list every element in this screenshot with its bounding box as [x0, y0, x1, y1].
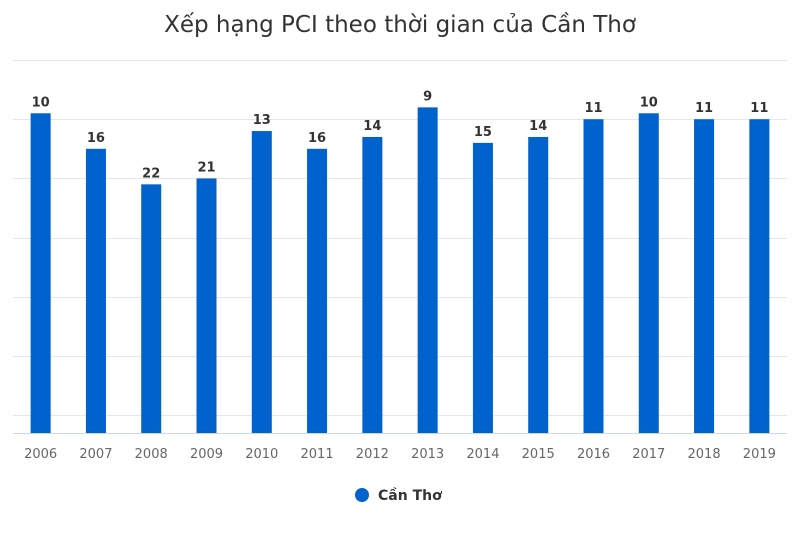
data-label-2009: 21 [197, 160, 215, 175]
x-tick-label-2007: 2007 [79, 447, 112, 462]
legend-label[interactable]: Cần Thơ [378, 487, 442, 504]
chart-title: Xếp hạng PCI theo thời gian của Cần Thơ [164, 12, 636, 38]
x-tick-label-2018: 2018 [688, 447, 721, 462]
data-label-2010: 13 [253, 113, 271, 128]
bar-2009[interactable] [196, 178, 217, 433]
grid-lines [13, 60, 787, 434]
x-tick-label-2014: 2014 [466, 447, 499, 462]
data-label-2012: 14 [363, 119, 381, 134]
bar-2008[interactable] [141, 184, 162, 433]
bar-2016[interactable] [583, 119, 604, 433]
data-label-2016: 11 [584, 101, 602, 116]
data-label-2014: 15 [474, 125, 492, 140]
data-label-2015: 14 [529, 119, 547, 134]
bar-2019[interactable] [749, 119, 770, 433]
x-tick-label-2017: 2017 [632, 447, 665, 462]
data-label-2019: 11 [750, 101, 768, 116]
x-axis: 2006 2007 2008 2009 2010 2011 2012 2013 2014 2015… [24, 447, 776, 462]
bar-2014[interactable] [472, 142, 493, 433]
bar-2010[interactable] [251, 131, 272, 434]
bar-2017[interactable] [638, 113, 659, 434]
bar-2018[interactable] [694, 119, 715, 433]
bar-2011[interactable] [307, 148, 328, 434]
bar-2006[interactable] [30, 113, 51, 434]
legend-marker-icon[interactable] [355, 488, 369, 502]
bar-2007[interactable] [85, 148, 106, 434]
x-tick-label-2008: 2008 [135, 447, 168, 462]
data-label-2013: 9 [423, 89, 432, 104]
bar-2015[interactable] [528, 136, 549, 433]
data-label-2017: 10 [640, 95, 658, 110]
bar-2013[interactable] [417, 107, 438, 433]
x-tick-label-2012: 2012 [356, 447, 389, 462]
x-tick-label-2006: 2006 [24, 447, 57, 462]
legend[interactable]: Cần Thơ [355, 487, 442, 504]
data-label-2008: 22 [142, 166, 160, 181]
x-tick-label-2015: 2015 [522, 447, 555, 462]
data-label-2018: 11 [695, 101, 713, 116]
data-label-2006: 10 [32, 95, 50, 110]
x-tick-label-2011: 2011 [301, 447, 334, 462]
data-labels: 10 16 22 21 13 16 14 9 15 14 11 10 11 11 [32, 89, 769, 181]
x-tick-label-2010: 2010 [245, 447, 278, 462]
x-tick-label-2013: 2013 [411, 447, 444, 462]
x-tick-label-2016: 2016 [577, 447, 610, 462]
data-label-2011: 16 [308, 131, 326, 146]
data-label-2007: 16 [87, 131, 105, 146]
bars [30, 107, 770, 434]
bar-2012[interactable] [362, 136, 383, 433]
x-tick-label-2019: 2019 [743, 447, 776, 462]
x-tick-label-2009: 2009 [190, 447, 223, 462]
